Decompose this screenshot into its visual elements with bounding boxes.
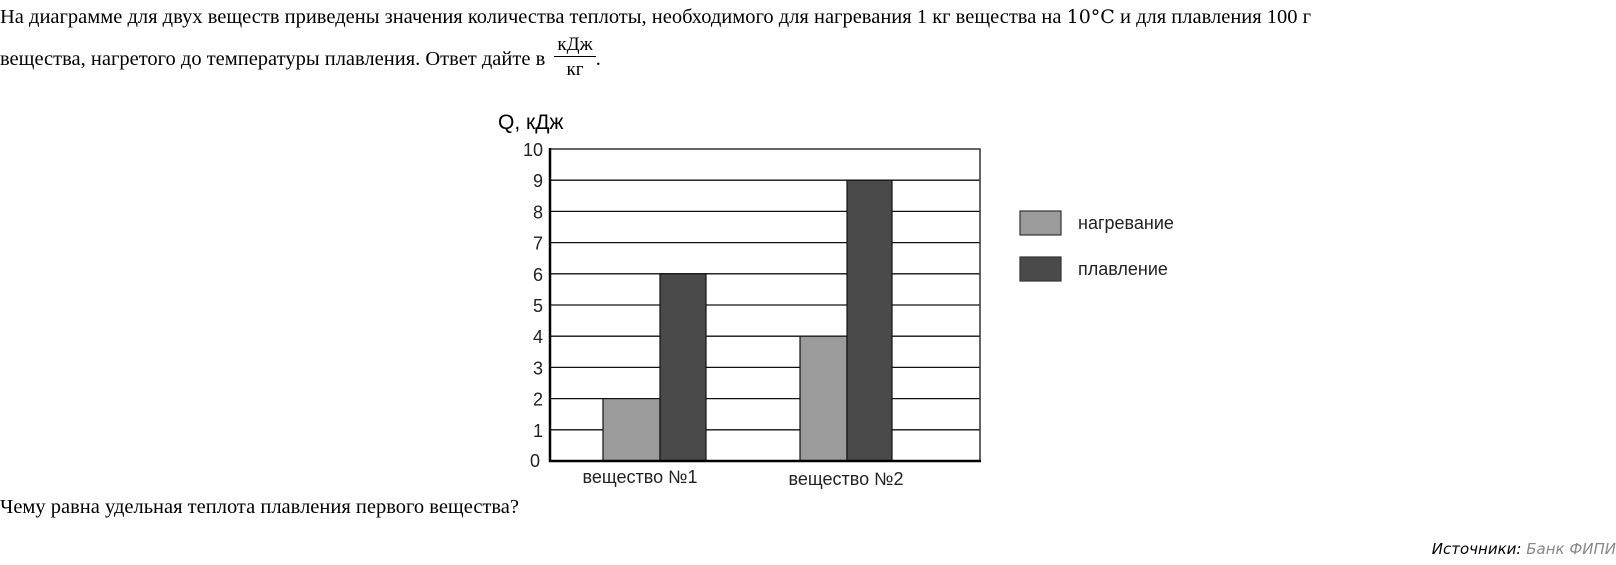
problem-text-1a: На диаграмме для двух веществ приведены … — [0, 6, 1067, 28]
y-tick-label: 5 — [533, 296, 543, 316]
bar-melting-2 — [846, 179, 893, 462]
legend: нагревание плавление — [1019, 210, 1174, 282]
y-tick-label: 8 — [533, 202, 543, 222]
bar-heating-1 — [602, 398, 661, 462]
grid-lines — [550, 179, 980, 431]
problem-text-2: вещества, нагретого до температуры плавл… — [0, 48, 551, 71]
unit-denominator: кг — [566, 59, 584, 80]
source-link[interactable]: Банк ФИПИ — [1526, 540, 1616, 558]
legend-label: нагревание — [1078, 213, 1174, 233]
legend-swatch — [1019, 256, 1062, 282]
problem-text-1b: и для плавления 100 г — [1114, 6, 1312, 28]
y-axis-label: Q, кДж — [498, 111, 563, 134]
source-label: Источники: — [1431, 540, 1522, 558]
y-tick-label: 7 — [533, 234, 543, 254]
x-tick-labels: вещество №1 вещество №2 — [583, 467, 904, 489]
y-tick-label: 4 — [533, 327, 543, 347]
y-tick-label: 3 — [533, 358, 543, 378]
source-line: Источники: Банк ФИПИ — [1432, 540, 1616, 558]
y-tick-labels: 0 1 2 3 4 5 6 7 8 9 10 — [523, 140, 543, 471]
y-tick-label: 9 — [533, 171, 543, 191]
bar-melting-1 — [659, 273, 707, 462]
x-tick-label: вещество №2 — [789, 469, 904, 489]
x-tick-label: вещество №1 — [583, 467, 698, 487]
y-tick-label: 6 — [533, 265, 543, 285]
question-text: Чему равна удельная теплота плавления пе… — [0, 496, 519, 518]
temperature-value: 10°C — [1066, 6, 1115, 28]
period: . — [595, 48, 601, 71]
y-tick-label: 2 — [533, 390, 543, 410]
y-tick-label: 0 — [530, 451, 540, 471]
bar-heating-2 — [799, 335, 848, 462]
problem-statement-line2: вещества, нагретого до температуры плавл… — [0, 34, 601, 85]
problem-statement: На диаграмме для двух веществ приведены … — [0, 2, 1616, 33]
unit-fraction: кДж кг — [554, 34, 596, 83]
unit-numerator: кДж — [554, 34, 596, 57]
y-tick-label: 1 — [533, 421, 543, 441]
bars — [602, 179, 893, 462]
legend-label: плавление — [1078, 259, 1168, 279]
y-tick-label: 10 — [523, 140, 543, 160]
legend-swatch — [1019, 210, 1062, 236]
